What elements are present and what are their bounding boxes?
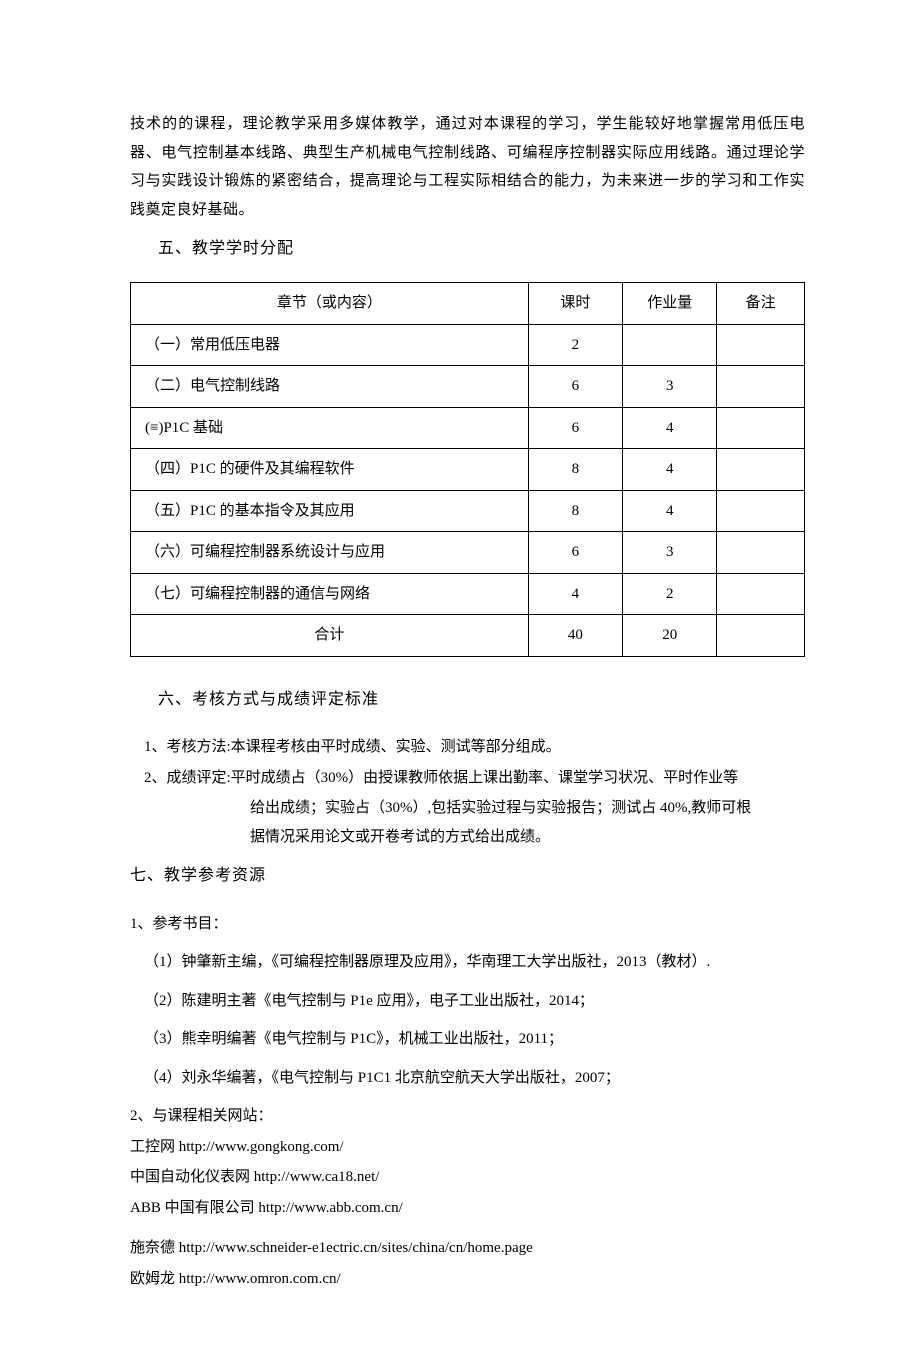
assessment-item-2-line2: 给出成绩；实验占（30%）,包括实验过程与实验报告；测试占 40%,教师可根: [250, 794, 805, 823]
cell-work: 4: [623, 490, 717, 532]
table-row: （一）常用低压电器2: [131, 324, 805, 366]
reference-book-item: （3）熊幸明编著《电气控制与 P1C》，机械工业出版社，2011；: [144, 1025, 805, 1054]
cell-work: 4: [623, 407, 717, 449]
reference-books-label: 1、参考书目：: [130, 910, 805, 939]
cell-hours: 6: [528, 366, 622, 408]
assessment-item-2-line3: 据情况采用论文或开卷考试的方式给出成绩。: [250, 823, 805, 852]
cell-note: [717, 449, 805, 491]
col-note: 备注: [717, 283, 805, 325]
hours-allocation-table: 章节（或内容） 课时 作业量 备注 （一）常用低压电器2（二）电气控制线路63(…: [130, 282, 805, 657]
cell-work: [623, 324, 717, 366]
table-row: （二）电气控制线路63: [131, 366, 805, 408]
intro-paragraph: 技术的的课程，理论教学采用多媒体教学，通过对本课程的学习，学生能较好地掌握常用低…: [130, 110, 805, 224]
cell-note: [717, 324, 805, 366]
assessment-item-1: 1、考核方法:本课程考核由平时成绩、实验、测试等部分组成。: [144, 733, 805, 762]
cell-hours: 6: [528, 532, 622, 574]
cell-chapter: （四）P1C 的硬件及其编程软件: [131, 449, 529, 491]
cell-work: 2: [623, 573, 717, 615]
table-row: （六）可编程控制器系统设计与应用63: [131, 532, 805, 574]
related-sites-label: 2、与课程相关网站：: [130, 1102, 805, 1131]
table-total-row: 合计4020: [131, 615, 805, 657]
related-site-item: ABB 中国有限公司 http://www.abb.com.cn/: [130, 1194, 805, 1223]
cell-chapter: （七）可编程控制器的通信与网络: [131, 573, 529, 615]
cell-note: [717, 366, 805, 408]
col-chapter: 章节（或内容）: [131, 283, 529, 325]
reference-book-item: （1）钟肇新主编，《可编程控制器原理及应用》，华南理工大学出版社，2013（教材…: [144, 948, 805, 977]
section-7-heading: 七、教学参考资源: [130, 861, 805, 891]
cell-hours: 6: [528, 407, 622, 449]
cell-work: 4: [623, 449, 717, 491]
cell-chapter: （五）P1C 的基本指令及其应用: [131, 490, 529, 532]
cell-note: [717, 532, 805, 574]
cell-total-note: [717, 615, 805, 657]
cell-hours: 4: [528, 573, 622, 615]
reference-book-item: （4）刘永华编著，《电气控制与 P1C1 北京航空航天大学出版社，2007；: [144, 1064, 805, 1093]
reference-book-item: （2）陈建明主著《电气控制与 P1e 应用》，电子工业出版社，2014；: [144, 987, 805, 1016]
section-6-heading: 六、考核方式与成绩评定标准: [158, 685, 805, 715]
section-5-heading: 五、教学学时分配: [158, 234, 805, 264]
related-site-item: 欧姆龙 http://www.omron.com.cn/: [130, 1265, 805, 1294]
cell-hours: 8: [528, 490, 622, 532]
cell-note: [717, 573, 805, 615]
cell-chapter: （二）电气控制线路: [131, 366, 529, 408]
cell-note: [717, 407, 805, 449]
cell-chapter: （六）可编程控制器系统设计与应用: [131, 532, 529, 574]
table-row: （五）P1C 的基本指令及其应用84: [131, 490, 805, 532]
cell-work: 3: [623, 532, 717, 574]
cell-note: [717, 490, 805, 532]
cell-chapter: （一）常用低压电器: [131, 324, 529, 366]
cell-hours: 8: [528, 449, 622, 491]
cell-total-work: 20: [623, 615, 717, 657]
table-row: (≡)P1C 基础64: [131, 407, 805, 449]
related-site-item: 工控网 http://www.gongkong.com/: [130, 1133, 805, 1162]
cell-work: 3: [623, 366, 717, 408]
col-hours: 课时: [528, 283, 622, 325]
col-work: 作业量: [623, 283, 717, 325]
table-row: （七）可编程控制器的通信与网络42: [131, 573, 805, 615]
document-page: 技术的的课程，理论教学采用多媒体教学，通过对本课程的学习，学生能较好地掌握常用低…: [0, 0, 920, 1355]
cell-chapter: (≡)P1C 基础: [131, 407, 529, 449]
related-site-item: 中国自动化仪表网 http://www.ca18.net/: [130, 1163, 805, 1192]
assessment-item-2-line1: 2、成绩评定:平时成绩占（30%）由授课教师依据上课出勤率、课堂学习状况、平时作…: [144, 764, 805, 793]
table-row: （四）P1C 的硬件及其编程软件84: [131, 449, 805, 491]
cell-total-hours: 40: [528, 615, 622, 657]
table-header-row: 章节（或内容） 课时 作业量 备注: [131, 283, 805, 325]
related-site-item: 施奈德 http://www.schneider-e1ectric.cn/sit…: [130, 1234, 805, 1263]
cell-hours: 2: [528, 324, 622, 366]
cell-total-label: 合计: [131, 615, 529, 657]
